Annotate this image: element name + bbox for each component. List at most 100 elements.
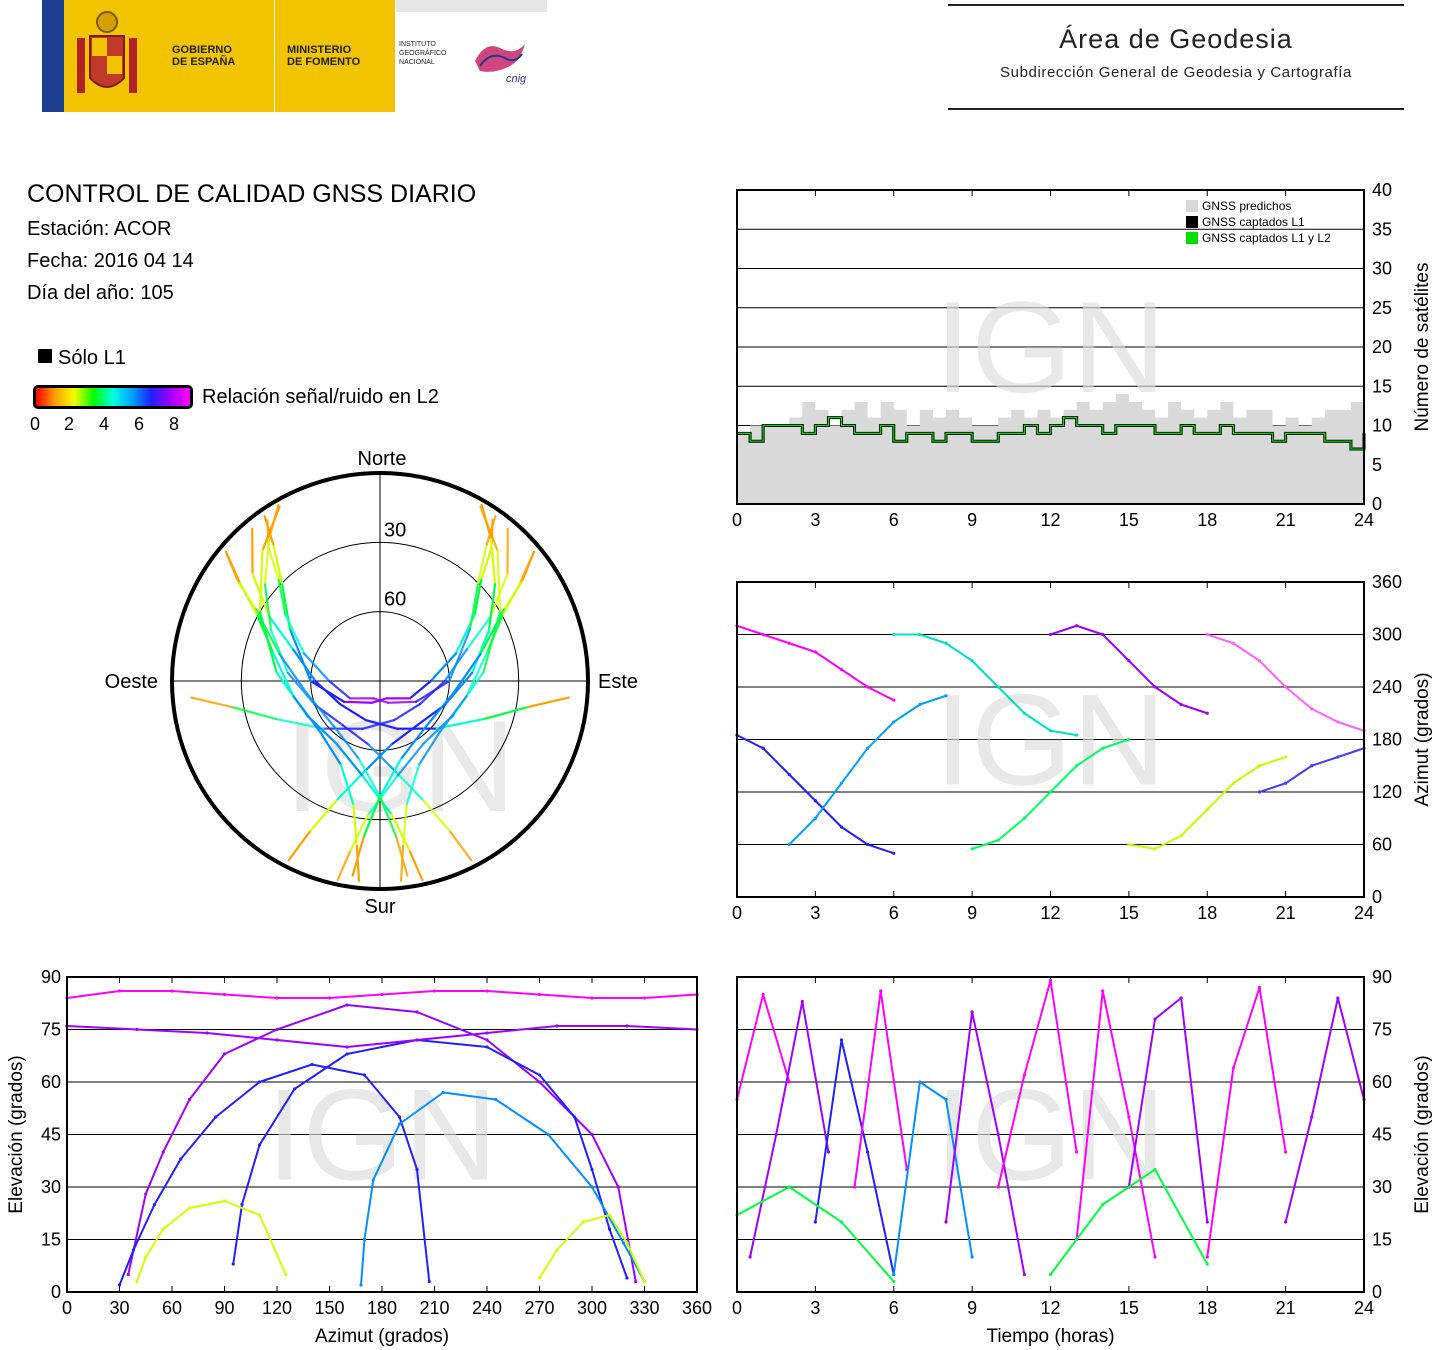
data-point bbox=[485, 989, 489, 993]
data-point bbox=[1127, 1115, 1131, 1119]
data-point bbox=[918, 1080, 922, 1084]
data-point bbox=[537, 1073, 542, 1077]
data-point bbox=[1075, 1150, 1079, 1154]
data-point bbox=[537, 992, 542, 997]
data-point bbox=[161, 1150, 165, 1154]
data-point bbox=[970, 1255, 974, 1259]
data-point bbox=[1048, 790, 1053, 794]
data-point bbox=[1284, 781, 1288, 785]
watermark-text: IGN bbox=[266, 1062, 497, 1208]
y-tick-label: 10 bbox=[1372, 416, 1392, 436]
data-point bbox=[892, 1279, 896, 1284]
data-point bbox=[590, 1132, 594, 1137]
instituto-block: INSTITUTO GEOGRÁFICO NACIONAL cnig bbox=[396, 0, 547, 112]
x-tick-label: 15 bbox=[1119, 903, 1139, 923]
x-tick-label: 12 bbox=[1040, 903, 1060, 923]
y-axis-label: Elevación (grados) bbox=[6, 1055, 27, 1213]
data-point bbox=[1153, 1167, 1157, 1172]
data-point bbox=[866, 685, 870, 689]
sky-track-segment bbox=[417, 730, 442, 766]
sky-track-segment bbox=[496, 549, 502, 613]
sky-track-segment bbox=[190, 696, 234, 709]
data-point bbox=[1284, 755, 1288, 759]
watermark-text: IGN bbox=[935, 1062, 1166, 1208]
sky-track-segment bbox=[449, 830, 473, 862]
data-point bbox=[642, 1279, 647, 1284]
data-point bbox=[581, 1220, 585, 1224]
data-track bbox=[736, 1186, 895, 1283]
y-tick-label: 30 bbox=[41, 1177, 61, 1197]
x-tick-label: 12 bbox=[1040, 1298, 1060, 1318]
data-point bbox=[1257, 985, 1262, 990]
government-logo: GOBIERNO DE ESPAÑA MINISTERIO DE FOMENTO… bbox=[42, 0, 547, 112]
sky-track-segment bbox=[526, 696, 570, 709]
y-tick-label: 240 bbox=[1372, 677, 1402, 697]
x-tick-label: 0 bbox=[732, 510, 742, 530]
y-tick-label: 45 bbox=[1372, 1125, 1392, 1145]
data-track bbox=[136, 1200, 287, 1282]
data-point bbox=[774, 1132, 778, 1137]
x-tick-label: 15 bbox=[1119, 1298, 1139, 1318]
horizon-circle bbox=[170, 471, 590, 891]
x-tick-label: 30 bbox=[109, 1298, 129, 1318]
area-header: Área de Geodesia Subdirección General de… bbox=[948, 0, 1404, 112]
ministry-line1: MINISTERIO bbox=[287, 44, 352, 56]
y-tick-label: 5 bbox=[1372, 455, 1382, 475]
data-point bbox=[761, 746, 765, 750]
sky-track-segment bbox=[424, 692, 454, 728]
sky-track-segment bbox=[390, 724, 419, 746]
data-point bbox=[607, 1227, 612, 1231]
page-title: CONTROL DE CALIDAD GNSS DIARIO bbox=[27, 180, 477, 208]
flag-stripe-blue bbox=[42, 0, 64, 112]
data-point bbox=[362, 1073, 367, 1077]
sky-track-segment bbox=[355, 844, 361, 883]
y-tick-label: 60 bbox=[41, 1072, 61, 1092]
data-track bbox=[788, 694, 947, 846]
data-point bbox=[275, 1027, 279, 1032]
data-point bbox=[1048, 729, 1053, 733]
data-point bbox=[866, 842, 870, 847]
sky-track-segment bbox=[451, 652, 482, 695]
data-point bbox=[787, 641, 791, 645]
x-tick-label: 6 bbox=[889, 510, 899, 530]
sky-track-segment bbox=[269, 629, 290, 675]
snr-tick: 6 bbox=[134, 414, 145, 434]
sky-track-segment bbox=[483, 705, 530, 721]
sky-track-segment bbox=[362, 795, 382, 839]
sky-track-segment bbox=[486, 614, 504, 654]
data-point bbox=[555, 1024, 559, 1028]
data-point bbox=[892, 1272, 896, 1277]
sky-track-segment bbox=[422, 799, 452, 833]
data-point bbox=[625, 1241, 629, 1245]
data-point bbox=[748, 1255, 752, 1259]
data-track bbox=[538, 1214, 646, 1282]
x-tick-label: 3 bbox=[810, 510, 820, 530]
data-point bbox=[1127, 737, 1131, 742]
data-point bbox=[625, 1276, 629, 1280]
sky-track-segment bbox=[408, 679, 432, 700]
data-point bbox=[359, 1283, 363, 1287]
data-point bbox=[231, 1262, 235, 1266]
data-point bbox=[800, 999, 804, 1004]
y-tick-label: 0 bbox=[1372, 1282, 1382, 1302]
data-point bbox=[892, 632, 896, 637]
station-text: Estación: ACOR bbox=[27, 218, 172, 240]
sky-track-segment bbox=[485, 515, 497, 546]
data-point bbox=[839, 781, 844, 785]
east-label: Este bbox=[598, 671, 638, 693]
data-point bbox=[970, 847, 974, 851]
sky-track-segment bbox=[362, 775, 393, 816]
data-point bbox=[222, 1052, 227, 1056]
data-point bbox=[621, 1241, 626, 1245]
sky-track-segment bbox=[429, 652, 458, 683]
y-tick-label: 0 bbox=[51, 1282, 61, 1302]
west-label: Oeste bbox=[105, 671, 158, 693]
data-point bbox=[345, 1003, 349, 1007]
data-point bbox=[1127, 659, 1131, 663]
y-tick-label: 30 bbox=[1372, 1177, 1392, 1197]
data-track bbox=[736, 993, 791, 1100]
sky-track-segment bbox=[357, 758, 382, 798]
area-title: Área de Geodesia bbox=[1059, 24, 1293, 54]
data-point bbox=[555, 1248, 559, 1252]
x-tick-label: 9 bbox=[967, 510, 977, 530]
